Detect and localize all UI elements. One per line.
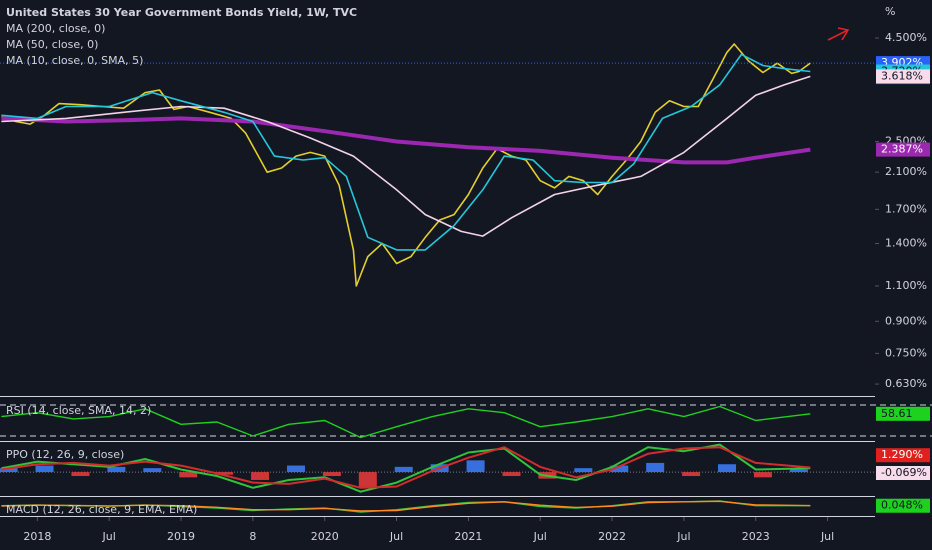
histogram-bar [35,465,54,473]
series-line [1,53,811,251]
series-line [1,116,811,165]
histogram-bar [71,472,90,477]
arrow-annotation [827,27,850,41]
x-tick-label: 8 [249,530,256,543]
histogram-bar [466,460,485,473]
series-line [1,446,811,489]
badge-label: -0.069% [881,466,927,479]
histogram-bar [322,472,341,477]
y-tick-label: 1.100% [885,279,927,292]
x-tick-label: 2018 [23,530,51,543]
histogram-bar [107,466,126,473]
badge-label: 58.61 [881,407,913,420]
histogram-bar [179,472,198,478]
histogram-bar [718,464,737,473]
y-unit: % [885,5,895,18]
histogram-bar [358,472,377,488]
histogram-bar [251,472,270,480]
histogram-bar [143,468,162,473]
histogram-bar [394,466,413,473]
histogram-bar [215,472,234,475]
x-tick-label: Jul [102,530,116,543]
histogram-bar [646,462,665,473]
histogram-bar [682,472,701,477]
badge-label: 3.618% [881,69,923,82]
legend-entry: MA (50, close, 0) [6,38,98,51]
legend-entry: MA (200, close, 0) [6,22,105,35]
histogram-bar [610,465,629,473]
x-tick-label: Jul [820,530,834,543]
histogram-bar [574,468,593,473]
legend-entry: MA (10, close, 0, SMA, 5) [6,54,143,67]
price-badge [876,142,930,157]
series-line [1,43,811,287]
series-line [1,443,811,493]
series-line [1,75,811,237]
x-tick-label: 2022 [598,530,626,543]
price-badge [876,406,930,421]
indicator-label: MACD (12, 26, close, 9, EMA, EMA) [6,503,197,516]
x-tick-label: 2020 [311,530,339,543]
histogram-bar [286,465,305,473]
indicator-label: PPO (12, 26, 9, close) [6,448,124,461]
series-line [1,500,811,512]
price-badge [876,448,930,463]
y-tick-label: 0.750% [885,346,927,359]
histogram-bar [502,472,521,477]
y-tick-label: 0.630% [885,377,927,390]
histogram-bar [0,468,18,473]
histogram-bar [753,472,772,478]
price-badge [876,498,930,513]
x-tick-label: Jul [676,530,690,543]
y-tick-label: 1.400% [885,237,927,250]
y-tick-label: 4.500% [885,31,927,44]
indicator-label: RSI (14, close, SMA, 14, 2) [6,404,151,417]
y-tick-label: 1.700% [885,202,927,215]
chart-title: United States 30 Year Government Bonds Y… [6,6,357,19]
y-tick-label: 0.900% [885,314,927,327]
x-tick-label: 2023 [742,530,770,543]
price-badge [876,466,930,481]
x-tick-label: Jul [533,530,547,543]
x-tick-label: 2021 [454,530,482,543]
badge-label: 1.290% [881,448,923,461]
x-tick-label: Jul [389,530,403,543]
price-badge [876,69,930,84]
badge-label: 2.387% [881,143,923,156]
badge-label: 0.048% [881,499,923,512]
series-line [1,405,811,439]
histogram-bar [789,469,808,473]
y-tick-label: 2.100% [885,165,927,178]
x-tick-label: 2019 [167,530,195,543]
